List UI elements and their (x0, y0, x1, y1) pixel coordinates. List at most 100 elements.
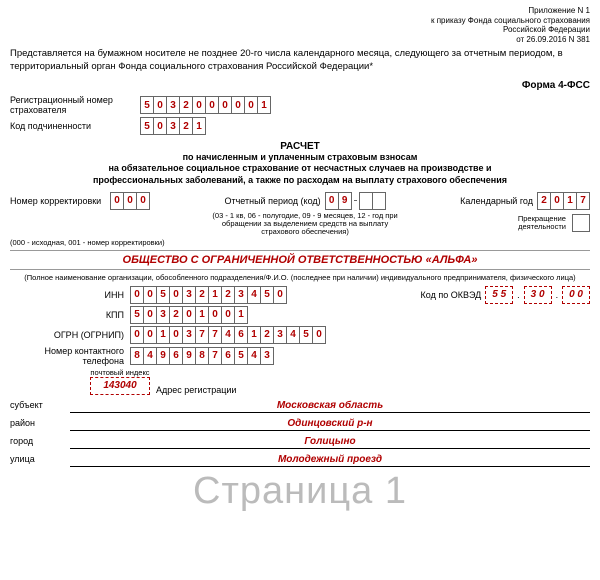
period-cells-2[interactable] (359, 192, 386, 210)
reg-cells[interactable]: 5032000001 (140, 96, 271, 114)
digit-cell[interactable]: 1 (208, 286, 222, 304)
digit-cell[interactable]: 7 (208, 326, 222, 344)
corr-label: Номер корректировки (10, 196, 110, 206)
digit-cell[interactable]: 1 (563, 192, 577, 210)
street-value[interactable]: Молодежный проезд (70, 451, 590, 467)
digit-cell[interactable]: 7 (576, 192, 590, 210)
subject-value[interactable]: Московская область (70, 397, 590, 413)
digit-cell[interactable] (372, 192, 386, 210)
digit-cell[interactable]: 3 (260, 347, 274, 365)
postcode-label: почтовый индекс (90, 368, 150, 377)
corr-note: (000 - исходная, 001 - номер корректиров… (10, 239, 590, 247)
digit-cell[interactable]: 2 (195, 286, 209, 304)
digit-cell[interactable]: 5 (156, 286, 170, 304)
digit-cell[interactable]: 0 (110, 192, 124, 210)
digit-cell[interactable]: 0 (123, 192, 137, 210)
period-cells-1[interactable]: 09 (325, 192, 352, 210)
digit-cell[interactable]: 0 (153, 96, 167, 114)
digit-cell[interactable]: 2 (179, 117, 193, 135)
digit-cell[interactable]: 2 (179, 96, 193, 114)
title-l2: на обязательное социальное страхование о… (10, 163, 590, 174)
digit-cell[interactable]: 4 (286, 326, 300, 344)
digit-cell[interactable]: 0 (208, 306, 222, 324)
digit-cell[interactable] (359, 192, 373, 210)
digit-cell[interactable]: 0 (130, 326, 144, 344)
digit-cell[interactable]: 5 (260, 286, 274, 304)
digit-cell[interactable]: 0 (550, 192, 564, 210)
digit-cell[interactable]: 1 (247, 326, 261, 344)
digit-cell[interactable]: 1 (195, 306, 209, 324)
digit-cell[interactable]: 0 (231, 96, 245, 114)
digit-cell[interactable]: 8 (195, 347, 209, 365)
digit-cell[interactable]: 0 (221, 306, 235, 324)
digit-cell[interactable]: 0 (143, 306, 157, 324)
digit-cell[interactable]: 4 (247, 286, 261, 304)
digit-cell[interactable]: 3 (182, 326, 196, 344)
digit-cell[interactable]: 3 (156, 306, 170, 324)
digit-cell[interactable]: 0 (273, 286, 287, 304)
digit-cell[interactable]: 5 (299, 326, 313, 344)
sub-cells[interactable]: 50321 (140, 117, 206, 135)
digit-cell[interactable]: 0 (325, 192, 339, 210)
digit-cell[interactable]: 0 (169, 286, 183, 304)
ogrn-cells[interactable]: 001037746123450 (130, 326, 326, 344)
digit-cell[interactable]: 3 (234, 286, 248, 304)
digit-cell[interactable]: 6 (169, 347, 183, 365)
digit-cell[interactable]: 0 (143, 286, 157, 304)
digit-cell[interactable]: 0 (218, 96, 232, 114)
digit-cell[interactable]: 9 (182, 347, 196, 365)
digit-cell[interactable]: 5 (140, 117, 154, 135)
okved-g1[interactable]: 5 5 (485, 286, 513, 304)
digit-cell[interactable]: 3 (166, 96, 180, 114)
ogrn-label: ОГРН (ОГРНИП) (10, 330, 130, 340)
digit-cell[interactable]: 5 (140, 96, 154, 114)
digit-cell[interactable]: 6 (221, 347, 235, 365)
okved-g3[interactable]: 0 0 (562, 286, 590, 304)
digit-cell[interactable]: 9 (156, 347, 170, 365)
digit-cell[interactable]: 1 (257, 96, 271, 114)
year-cells[interactable]: 2017 (537, 192, 590, 210)
digit-cell[interactable]: 0 (192, 96, 206, 114)
digit-cell[interactable]: 5 (130, 306, 144, 324)
digit-cell[interactable]: 0 (312, 326, 326, 344)
digit-cell[interactable]: 3 (166, 117, 180, 135)
kpp-cells[interactable]: 503201001 (130, 306, 248, 324)
digit-cell[interactable]: 0 (143, 326, 157, 344)
postcode-box[interactable]: 143040 (90, 377, 150, 395)
corr-cells[interactable]: 000 (110, 192, 150, 210)
digit-cell[interactable]: 6 (234, 326, 248, 344)
digit-cell[interactable]: 0 (244, 96, 258, 114)
title-l3: профессиональных заболеваний, а также по… (10, 175, 590, 186)
inn-cells[interactable]: 005032123450 (130, 286, 287, 304)
digit-cell[interactable]: 3 (182, 286, 196, 304)
digit-cell[interactable]: 2 (260, 326, 274, 344)
digit-cell[interactable]: 0 (136, 192, 150, 210)
digit-cell[interactable]: 0 (153, 117, 167, 135)
digit-cell[interactable]: 2 (169, 306, 183, 324)
digit-cell[interactable]: 2 (537, 192, 551, 210)
district-value[interactable]: Одинцовский р-н (70, 415, 590, 431)
digit-cell[interactable]: 7 (208, 347, 222, 365)
digit-cell[interactable]: 1 (156, 326, 170, 344)
digit-cell[interactable]: 4 (143, 347, 157, 365)
digit-cell[interactable]: 7 (195, 326, 209, 344)
digit-cell[interactable]: 1 (234, 306, 248, 324)
digit-cell[interactable]: 5 (234, 347, 248, 365)
cease-box[interactable] (572, 214, 590, 232)
digit-cell[interactable]: 4 (247, 347, 261, 365)
digit-cell[interactable]: 8 (130, 347, 144, 365)
digit-cell[interactable]: 3 (273, 326, 287, 344)
digit-cell[interactable]: 2 (221, 286, 235, 304)
city-value[interactable]: Голицыно (70, 433, 590, 449)
digit-cell[interactable]: 0 (205, 96, 219, 114)
digit-cell[interactable]: 0 (182, 306, 196, 324)
app-line3: Российской Федерации (10, 25, 590, 35)
digit-cell[interactable]: 0 (169, 326, 183, 344)
digit-cell[interactable]: 0 (130, 286, 144, 304)
phone-cells[interactable]: 84969876543 (130, 347, 274, 365)
digit-cell[interactable]: 1 (192, 117, 206, 135)
okved-g2[interactable]: 3 0 (524, 286, 552, 304)
org-name: ОБЩЕСТВО С ОГРАНИЧЕННОЙ ОТВЕТСТВЕННОСТЬЮ… (10, 254, 590, 266)
digit-cell[interactable]: 9 (338, 192, 352, 210)
digit-cell[interactable]: 4 (221, 326, 235, 344)
